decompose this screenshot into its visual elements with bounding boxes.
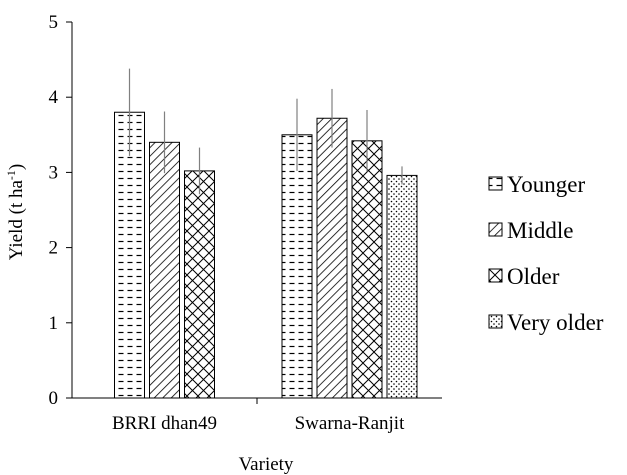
bar-younger [281,134,313,399]
legend-label: Very older [507,310,604,335]
legend-swatch-younger [488,176,503,191]
legend-swatch-older [488,268,503,283]
y-axis-title-main: Yield (t ha [6,179,27,260]
bar-very-older [386,174,418,399]
y-axis-ticks: 0 1 2 3 4 5 [49,12,258,409]
bar-older [184,170,215,399]
y-tick-label: 3 [49,162,59,183]
legend-swatch-very-older [488,314,503,329]
x-category-label: BRRI dhan49 [112,413,217,434]
x-axis-title: Variety [239,454,294,475]
y-axis-title-unit-exponent: -1 [4,170,18,180]
legend-label: Middle [507,218,573,243]
y-tick-label: 4 [49,87,59,108]
y-axis-title: Yield (t ha-1) [4,164,27,261]
legend: Younger Middle Older Very older [488,172,604,335]
bars [114,111,418,399]
bar-younger [114,111,145,399]
y-tick-label: 1 [49,313,59,334]
y-tick-label: 0 [49,388,59,409]
bar-middle [316,117,348,399]
x-category-label: Swarna-Ranjit [295,413,405,434]
legend-swatch-middle [488,222,503,237]
legend-label: Older [507,264,560,289]
x-axis-category-labels: BRRI dhan49 Swarna-Ranjit [112,413,405,434]
bar-middle [149,141,180,399]
y-axis-title-close: ) [6,164,27,170]
bar-older [351,140,383,399]
y-tick-label: 2 [49,238,59,259]
y-tick-label: 5 [49,12,59,33]
legend-label: Younger [507,172,586,197]
error-bars [128,68,403,195]
